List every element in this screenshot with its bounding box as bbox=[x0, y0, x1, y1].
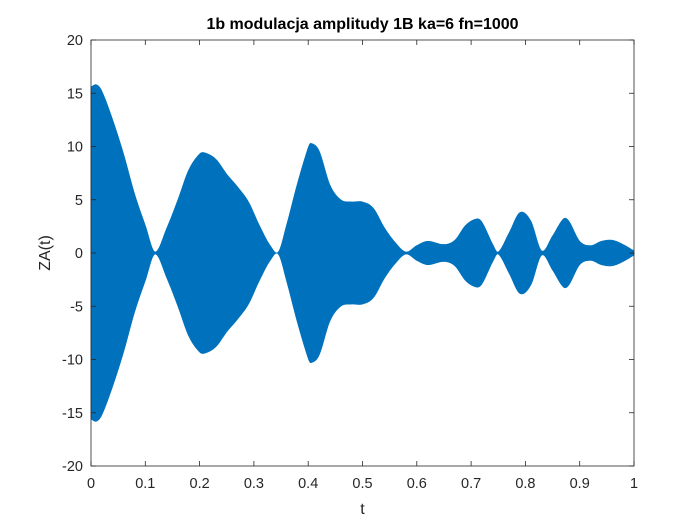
x-tick-label: 0.1 bbox=[135, 476, 155, 492]
x-tick-label: 0.6 bbox=[407, 476, 427, 492]
x-tick-label: 0.8 bbox=[515, 476, 535, 492]
y-tick-label: -10 bbox=[62, 353, 83, 369]
x-axis-label: t bbox=[360, 501, 365, 518]
y-tick-label: 5 bbox=[75, 193, 83, 209]
x-tick-label: 0.9 bbox=[570, 476, 590, 492]
x-tick-label: 1 bbox=[630, 476, 638, 492]
x-tick-label: 0.4 bbox=[298, 476, 318, 492]
y-tick-label: -20 bbox=[62, 459, 83, 475]
y-ticks: -20 -15 -10 -5 0 5 10 15 20 bbox=[62, 33, 634, 475]
x-tick-label: 0.3 bbox=[244, 476, 264, 492]
y-tick-label: 15 bbox=[67, 86, 83, 102]
y-tick-label: 10 bbox=[67, 140, 83, 156]
x-tick-label: 0.5 bbox=[352, 476, 372, 492]
x-tick-label: 0.7 bbox=[461, 476, 481, 492]
y-tick-label: 20 bbox=[67, 33, 83, 49]
y-axis-label: ZA(t) bbox=[37, 235, 54, 271]
chart-title: 1b modulacja amplitudy 1B ka=6 fn=1000 bbox=[206, 16, 518, 33]
y-tick-label: 0 bbox=[75, 246, 83, 262]
y-tick-label: -5 bbox=[70, 299, 83, 315]
y-tick-label: -15 bbox=[62, 406, 83, 422]
x-ticks: 0 0.1 0.2 0.3 0.4 0.5 0.6 0.7 0.8 0.9 1 bbox=[87, 40, 638, 492]
x-tick-label: 0 bbox=[87, 476, 95, 492]
x-tick-label: 0.2 bbox=[190, 476, 210, 492]
